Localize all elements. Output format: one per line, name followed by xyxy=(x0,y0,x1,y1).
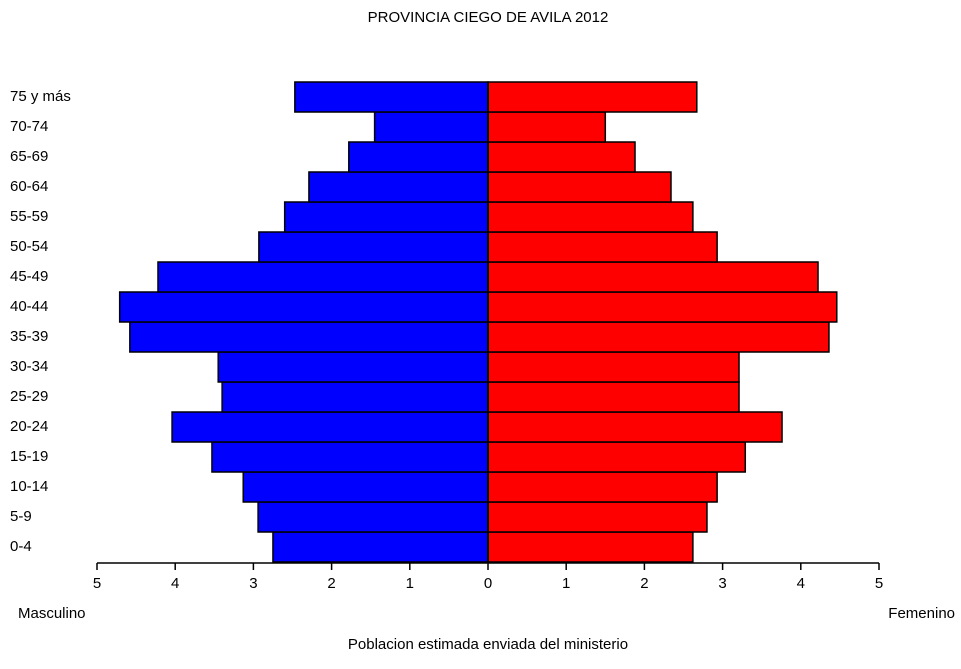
y-tick-label: 45-49 xyxy=(10,268,48,285)
bar xyxy=(487,111,607,143)
y-tick-label: 25-29 xyxy=(10,388,48,405)
y-tick-label: 75 y más xyxy=(10,88,71,105)
y-tick-label: 55-59 xyxy=(10,208,48,225)
y-tick-label: 0-4 xyxy=(10,538,32,555)
y-tick-label: 70-74 xyxy=(10,118,48,135)
x-tick-label: 3 xyxy=(718,575,726,592)
y-tick-label: 65-69 xyxy=(10,148,48,165)
bar xyxy=(487,171,672,203)
x-tick-label: 1 xyxy=(562,575,570,592)
chart-title: PROVINCIA CIEGO DE AVILA 2012 xyxy=(368,9,609,26)
y-tick-label: 50-54 xyxy=(10,238,48,255)
bar xyxy=(171,411,489,443)
bar xyxy=(217,351,489,383)
bar xyxy=(487,231,718,263)
bar xyxy=(487,291,838,323)
bar xyxy=(487,81,698,113)
x-tick-label: 2 xyxy=(327,575,335,592)
y-tick-label: 35-39 xyxy=(10,328,48,345)
bar xyxy=(272,531,489,563)
bar xyxy=(487,501,708,533)
bar xyxy=(283,201,489,233)
bar xyxy=(487,531,694,563)
bar xyxy=(487,321,830,353)
bar xyxy=(157,261,489,293)
bar xyxy=(487,441,747,473)
bar xyxy=(487,381,740,413)
x-tick-label: 3 xyxy=(249,575,257,592)
bar xyxy=(242,471,489,503)
bar xyxy=(258,231,489,263)
x-tick-label: 5 xyxy=(93,575,101,592)
y-tick-label: 20-24 xyxy=(10,418,48,435)
bar xyxy=(348,141,489,173)
y-tick-label: 5-9 xyxy=(10,508,32,525)
x-tick-label: 5 xyxy=(875,575,883,592)
y-tick-label: 40-44 xyxy=(10,298,48,315)
bar xyxy=(257,501,489,533)
bar xyxy=(294,81,489,113)
bar xyxy=(487,411,783,443)
y-tick-label: 30-34 xyxy=(10,358,48,375)
bar xyxy=(221,381,489,413)
bar xyxy=(129,321,489,353)
bar xyxy=(118,291,489,323)
x-tick-label: 4 xyxy=(797,575,805,592)
bar xyxy=(487,351,740,383)
bar xyxy=(487,141,636,173)
bar xyxy=(487,201,694,233)
y-tick-label: 15-19 xyxy=(10,448,48,465)
x-tick-label: 1 xyxy=(406,575,414,592)
x-tick-label: 0 xyxy=(484,575,492,592)
y-tick-label: 10-14 xyxy=(10,478,48,495)
bar xyxy=(308,171,489,203)
bar xyxy=(487,471,718,503)
x-axis-label: Poblacion estimada enviada del ministeri… xyxy=(348,636,628,653)
bar xyxy=(487,261,819,293)
left-side-label: Masculino xyxy=(18,605,86,622)
bar xyxy=(211,441,489,473)
x-tick-label: 4 xyxy=(171,575,179,592)
x-tick-label: 2 xyxy=(640,575,648,592)
y-tick-label: 60-64 xyxy=(10,178,48,195)
right-side-label: Femenino xyxy=(888,605,955,622)
bar xyxy=(373,111,489,143)
